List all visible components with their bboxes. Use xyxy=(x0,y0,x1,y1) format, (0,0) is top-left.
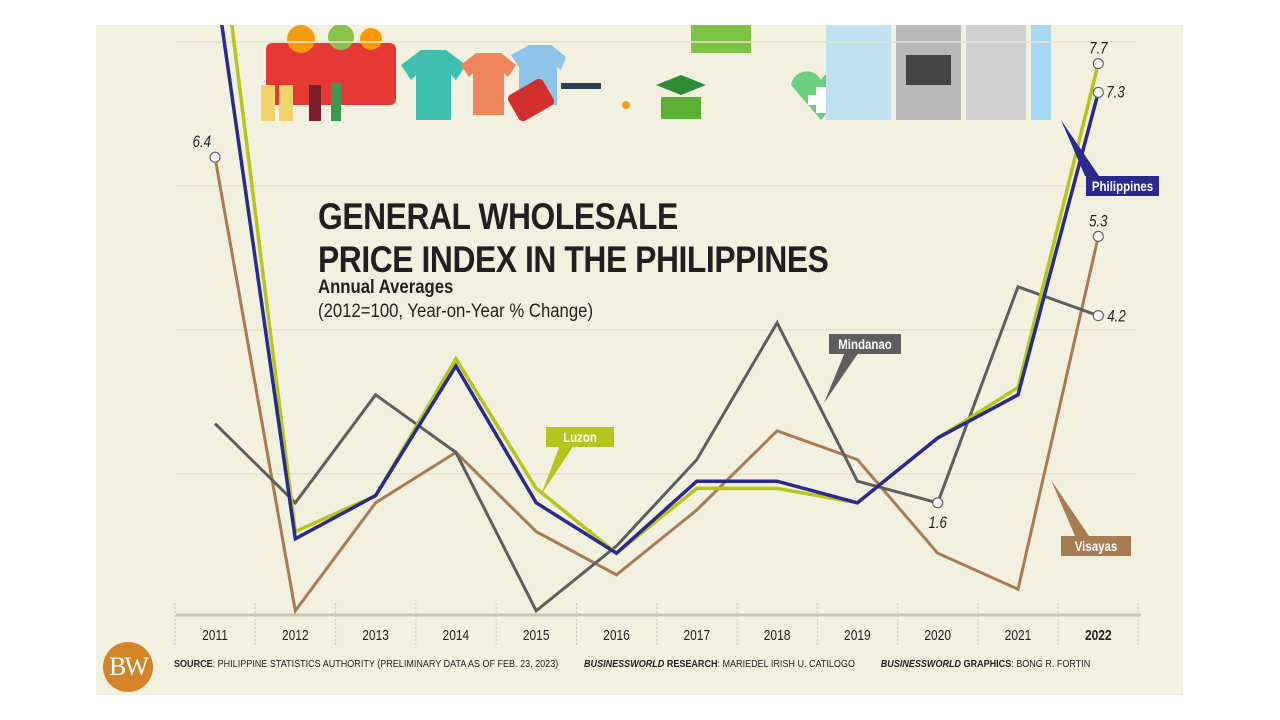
x-tick-label: 2014 xyxy=(443,627,470,644)
callout-pointer xyxy=(541,445,574,495)
callout-pointer xyxy=(824,352,859,403)
goods-illustration xyxy=(261,25,1051,122)
line-chart: 2011 2012 2013 2014 2015 2016 2017 2018 2019 2020… xyxy=(174,25,1159,647)
research-brand: BUSINESSWORLD xyxy=(584,658,665,670)
x-tick-label: 2020 xyxy=(924,627,951,644)
callout-pointer xyxy=(1051,480,1089,536)
data-label: 7.7 xyxy=(1089,39,1108,58)
infographic-panel: 2011 2012 2013 2014 2015 2016 2017 2018 2019 2020… xyxy=(96,25,1183,695)
education-icon xyxy=(656,75,706,119)
shopping-basket-icon xyxy=(266,25,396,105)
data-point-marker xyxy=(1092,86,1104,99)
title-line-1: GENERAL WHOLESALE xyxy=(318,196,678,237)
data-point-marker xyxy=(932,497,944,509)
x-tick-label: 2019 xyxy=(844,627,871,644)
graphics-brand: BUSINESSWORLD xyxy=(880,658,962,670)
legend-label-box xyxy=(546,427,614,447)
appliances-icon xyxy=(826,25,1051,120)
callout-pointer xyxy=(1061,120,1099,176)
title-line-2: PRICE INDEX IN THE PHILIPPINES xyxy=(318,239,829,280)
legend-label-box xyxy=(1061,536,1131,556)
x-tick-label: 2015 xyxy=(523,627,550,644)
data-point-marker xyxy=(209,151,221,163)
x-tick-label: 2017 xyxy=(683,627,710,644)
transport-icon xyxy=(691,25,751,53)
oil-bottles-icon xyxy=(261,83,341,121)
chart-title: GENERAL WHOLESALE PRICE INDEX IN THE PHI… xyxy=(318,195,829,281)
x-tick-label: 2016 xyxy=(603,627,630,644)
data-label: 6.4 xyxy=(193,133,211,152)
businessworld-logo: BW xyxy=(103,642,153,692)
x-tick-label: 2012 xyxy=(282,627,309,644)
series-line-mindanao xyxy=(213,284,1099,614)
legend-label-mindanao: Mindanao xyxy=(838,336,892,352)
data-point-marker xyxy=(1092,57,1104,70)
legend-label-philippines: Philippines xyxy=(1092,178,1153,194)
research-label: RESEARCH xyxy=(664,658,718,670)
source-label: SOURCE xyxy=(174,658,213,670)
source-text: : PHILIPPINE STATISTICS AUTHORITY (PRELI… xyxy=(212,658,559,670)
x-tick-label: 2021 xyxy=(1005,627,1032,644)
legend-label-visayas: Visayas xyxy=(1075,538,1118,554)
legend-label-box xyxy=(1086,176,1159,196)
x-tick-label: 2011 xyxy=(202,627,228,644)
x-tick-label: 2022 xyxy=(1085,627,1112,644)
graphics-label: GRAPHICS xyxy=(961,658,1012,670)
data-label: 1.6 xyxy=(928,513,947,532)
chart-subtitle: Annual Averages xyxy=(318,277,454,298)
research-text: : MARIEDEL IRISH U. CATILOGO xyxy=(717,658,855,670)
legend-label-box xyxy=(829,334,901,354)
series-line-visayas xyxy=(213,156,1100,615)
data-point-marker xyxy=(1092,230,1104,242)
chart-footer: SOURCE: PHILIPPINE STATISTICS AUTHORITY … xyxy=(174,658,1090,670)
data-point-marker xyxy=(1092,310,1104,322)
legend-label-luzon: Luzon xyxy=(563,429,597,445)
data-label: 4.2 xyxy=(1107,307,1126,326)
data-label: 7.3 xyxy=(1106,83,1125,102)
data-label: 5.3 xyxy=(1089,212,1108,231)
fuel-can-icon xyxy=(508,78,630,122)
x-tick-label: 2018 xyxy=(764,627,791,644)
x-tick-label: 2013 xyxy=(362,627,389,644)
series-line-philippines xyxy=(220,25,1100,556)
chart-subtitle-units: (2012=100, Year-on-Year % Change) xyxy=(318,301,594,322)
graphics-text: : BONG R. FORTIN xyxy=(1011,658,1091,670)
